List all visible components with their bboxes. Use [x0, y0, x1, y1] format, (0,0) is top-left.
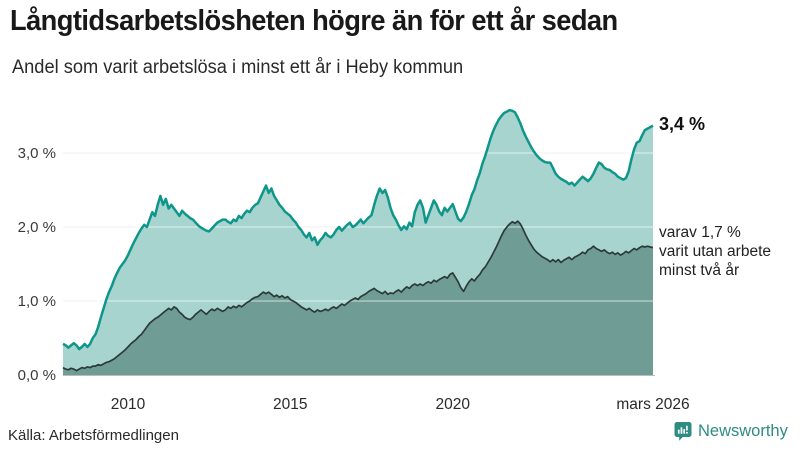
secondary-annotation-line3: minst två år: [659, 262, 739, 279]
x-axis-tick-label: 2020: [435, 396, 470, 413]
x-axis-labels: 2010 2015 2020 mars 2026: [111, 396, 690, 413]
y-gridlines-overlay: [63, 152, 655, 302]
newsworthy-brand-name: Newsworthy: [698, 422, 788, 440]
series-line-one-year: [62, 108, 654, 351]
page-title: Långtidsarbetslösheten högre än för ett …: [10, 5, 618, 37]
x-axis-tick-label: mars 2026: [616, 396, 689, 413]
y-axis-tick-label: 2,0 %: [18, 219, 56, 236]
secondary-annotation-line1: varav 1,7 %: [659, 224, 741, 241]
source-credit: Källa: Arbetsförmedlingen: [8, 427, 179, 444]
y-axis-tick-label: 3,0 %: [18, 145, 56, 162]
newsworthy-logo-icon: [674, 422, 692, 441]
x-axis-tick-label: 2015: [273, 396, 307, 413]
secondary-annotation-line2: varit utan arbete: [659, 243, 771, 260]
chart-subtitle: Andel som varit arbetslösa i minst ett å…: [12, 57, 464, 78]
area-fill-two-year: [63, 221, 653, 375]
y-axis-tick-label: 1,0 %: [18, 293, 56, 310]
y-axis-tick-label: 0,0 %: [18, 367, 56, 384]
series-line-two-year: [62, 220, 654, 372]
x-axis-tick-label: 2010: [111, 396, 146, 413]
newsworthy-brand: Newsworthy: [673, 421, 788, 442]
latest-value-label: 3,4 %: [659, 114, 705, 134]
y-axis-labels: 3,0 % 2,0 % 1,0 % 0,0 %: [18, 145, 56, 384]
